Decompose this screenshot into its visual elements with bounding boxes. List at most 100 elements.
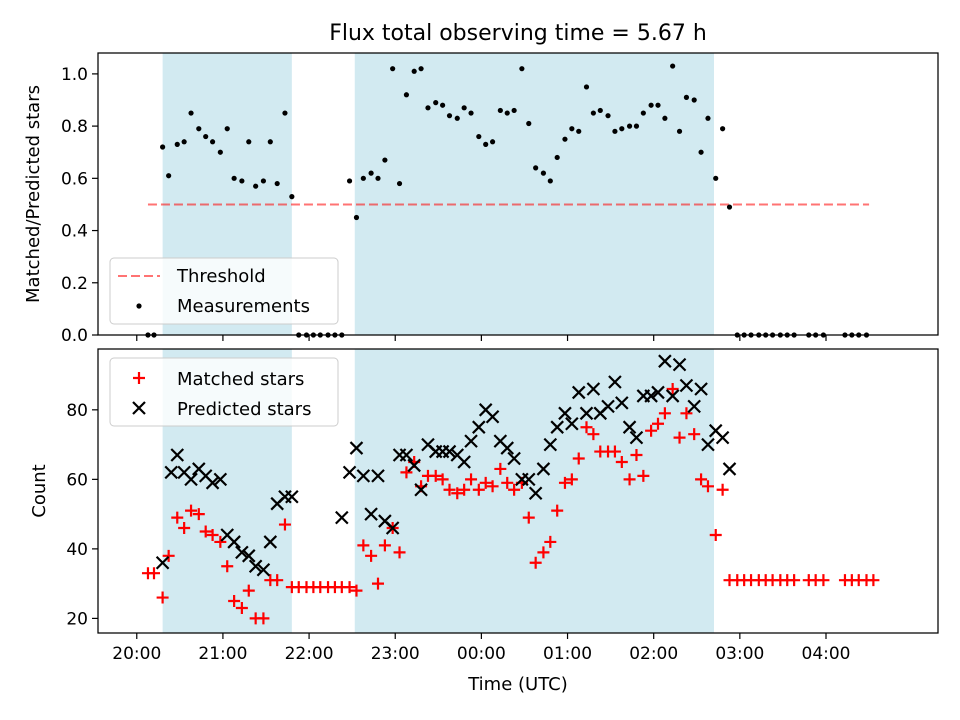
measurement-point bbox=[504, 110, 510, 116]
predicted-star-point bbox=[687, 399, 701, 414]
matched-star-point bbox=[623, 473, 636, 486]
measurement-point bbox=[403, 92, 410, 98]
measurement-point bbox=[239, 178, 245, 184]
measurement-point bbox=[353, 214, 360, 221]
measurements-legend-marker bbox=[136, 303, 142, 309]
predicted-legend-marker bbox=[132, 401, 146, 415]
measurement-point bbox=[533, 165, 539, 171]
predicted-star-point bbox=[241, 549, 256, 563]
measurement-point bbox=[368, 170, 374, 176]
matched-star-point bbox=[148, 567, 160, 580]
measurement-point bbox=[382, 157, 388, 163]
matched-star-point bbox=[451, 487, 464, 500]
matched-star-point bbox=[587, 428, 600, 441]
predicted-star-point bbox=[528, 486, 543, 501]
measurement-point bbox=[166, 173, 172, 179]
predicted-star-point bbox=[565, 416, 579, 431]
measurement-point bbox=[346, 178, 353, 184]
matched-star-point bbox=[458, 483, 471, 496]
measurement-point bbox=[375, 175, 381, 181]
matched-star-point bbox=[522, 511, 535, 524]
predicted-star-point bbox=[371, 469, 385, 483]
measurement-point bbox=[705, 115, 711, 121]
matched-star-point bbox=[658, 407, 671, 420]
matched-star-point bbox=[257, 612, 270, 625]
measurement-point bbox=[519, 66, 525, 72]
predicted-star-point bbox=[715, 430, 730, 445]
matched-star-point bbox=[278, 518, 291, 531]
matched-star-point bbox=[242, 584, 255, 597]
matched-star-point bbox=[701, 480, 714, 493]
predicted-star-point bbox=[164, 465, 179, 480]
predicted-star-point bbox=[414, 483, 428, 497]
predicted-star-point bbox=[644, 389, 658, 403]
predicted-star-point bbox=[442, 444, 457, 459]
measurement-point bbox=[605, 113, 611, 119]
measurement-point bbox=[648, 102, 654, 108]
matched-star-point bbox=[486, 480, 499, 493]
top-y-tick-label: 0.4 bbox=[61, 222, 88, 242]
matched-star-point bbox=[630, 449, 643, 462]
x-tick-label: 01:00 bbox=[543, 644, 592, 664]
predicted-star-point bbox=[342, 465, 357, 480]
predicted-star-point bbox=[722, 462, 737, 476]
matched-star-point bbox=[572, 452, 585, 465]
predicted-star-point bbox=[629, 430, 644, 445]
matched-stars-layer bbox=[141, 382, 880, 625]
matched-star-point bbox=[479, 476, 492, 489]
chart-title: Flux total observing time = 5.67 h bbox=[329, 21, 707, 46]
measurement-point bbox=[390, 66, 396, 72]
matched-star-point bbox=[494, 462, 507, 475]
matched-star-point bbox=[343, 581, 356, 594]
measurement-point bbox=[246, 139, 252, 145]
matched-star-point bbox=[637, 469, 650, 482]
measurement-point bbox=[483, 141, 489, 147]
measurement-point bbox=[670, 63, 676, 69]
measurement-point bbox=[633, 123, 640, 129]
top-legend: Threshold Measurements bbox=[109, 257, 339, 325]
measurement-point bbox=[476, 133, 482, 140]
x-tick-label: 03:00 bbox=[715, 644, 764, 664]
bottom-y-axis-label: Count bbox=[29, 464, 50, 517]
predicted-star-point bbox=[536, 462, 551, 476]
measurement-point bbox=[418, 66, 424, 72]
predicted-star-point bbox=[184, 472, 198, 487]
predicted-star-point bbox=[213, 472, 228, 487]
measurement-point bbox=[217, 149, 223, 155]
legend-matched-label: Matched stars bbox=[177, 369, 304, 390]
predicted-star-point bbox=[464, 434, 478, 448]
measurement-point bbox=[626, 123, 633, 129]
x-axis-label: Time (UTC) bbox=[467, 674, 568, 695]
matched-star-point bbox=[192, 508, 205, 521]
matched-star-point bbox=[185, 504, 198, 517]
predicted-star-point bbox=[235, 545, 249, 560]
predicted-star-point bbox=[205, 476, 220, 490]
measurement-point bbox=[433, 100, 439, 106]
matched-star-point bbox=[716, 483, 729, 496]
predicted-star-point bbox=[485, 410, 500, 424]
predicted-star-point bbox=[248, 559, 263, 574]
matched-star-point bbox=[709, 528, 722, 541]
matched-star-point bbox=[235, 601, 248, 614]
measurement-point bbox=[446, 113, 453, 119]
measurement-point bbox=[282, 110, 288, 116]
predicted-star-point bbox=[349, 441, 364, 455]
predicted-star-point bbox=[263, 535, 278, 549]
top-panel: 0.0 0.2 0.4 0.6 0.8 1.0 Matched/Predicted sta… bbox=[23, 52, 939, 346]
top-legend-box bbox=[109, 257, 339, 325]
matched-star-point bbox=[465, 473, 478, 486]
measurement-point bbox=[174, 141, 180, 147]
predicted-star-point bbox=[586, 382, 601, 396]
predicted-star-point bbox=[285, 489, 299, 504]
matched-legend-marker bbox=[133, 372, 145, 384]
measurement-point bbox=[181, 139, 187, 145]
predicted-star-point bbox=[170, 448, 185, 462]
matched-star-point bbox=[214, 535, 227, 548]
predicted-star-point bbox=[665, 389, 680, 403]
measurement-point bbox=[209, 139, 216, 145]
measurement-point bbox=[726, 204, 733, 210]
top-axes-frame bbox=[97, 52, 939, 336]
matched-star-point bbox=[357, 539, 370, 552]
measurement-point bbox=[468, 110, 474, 116]
